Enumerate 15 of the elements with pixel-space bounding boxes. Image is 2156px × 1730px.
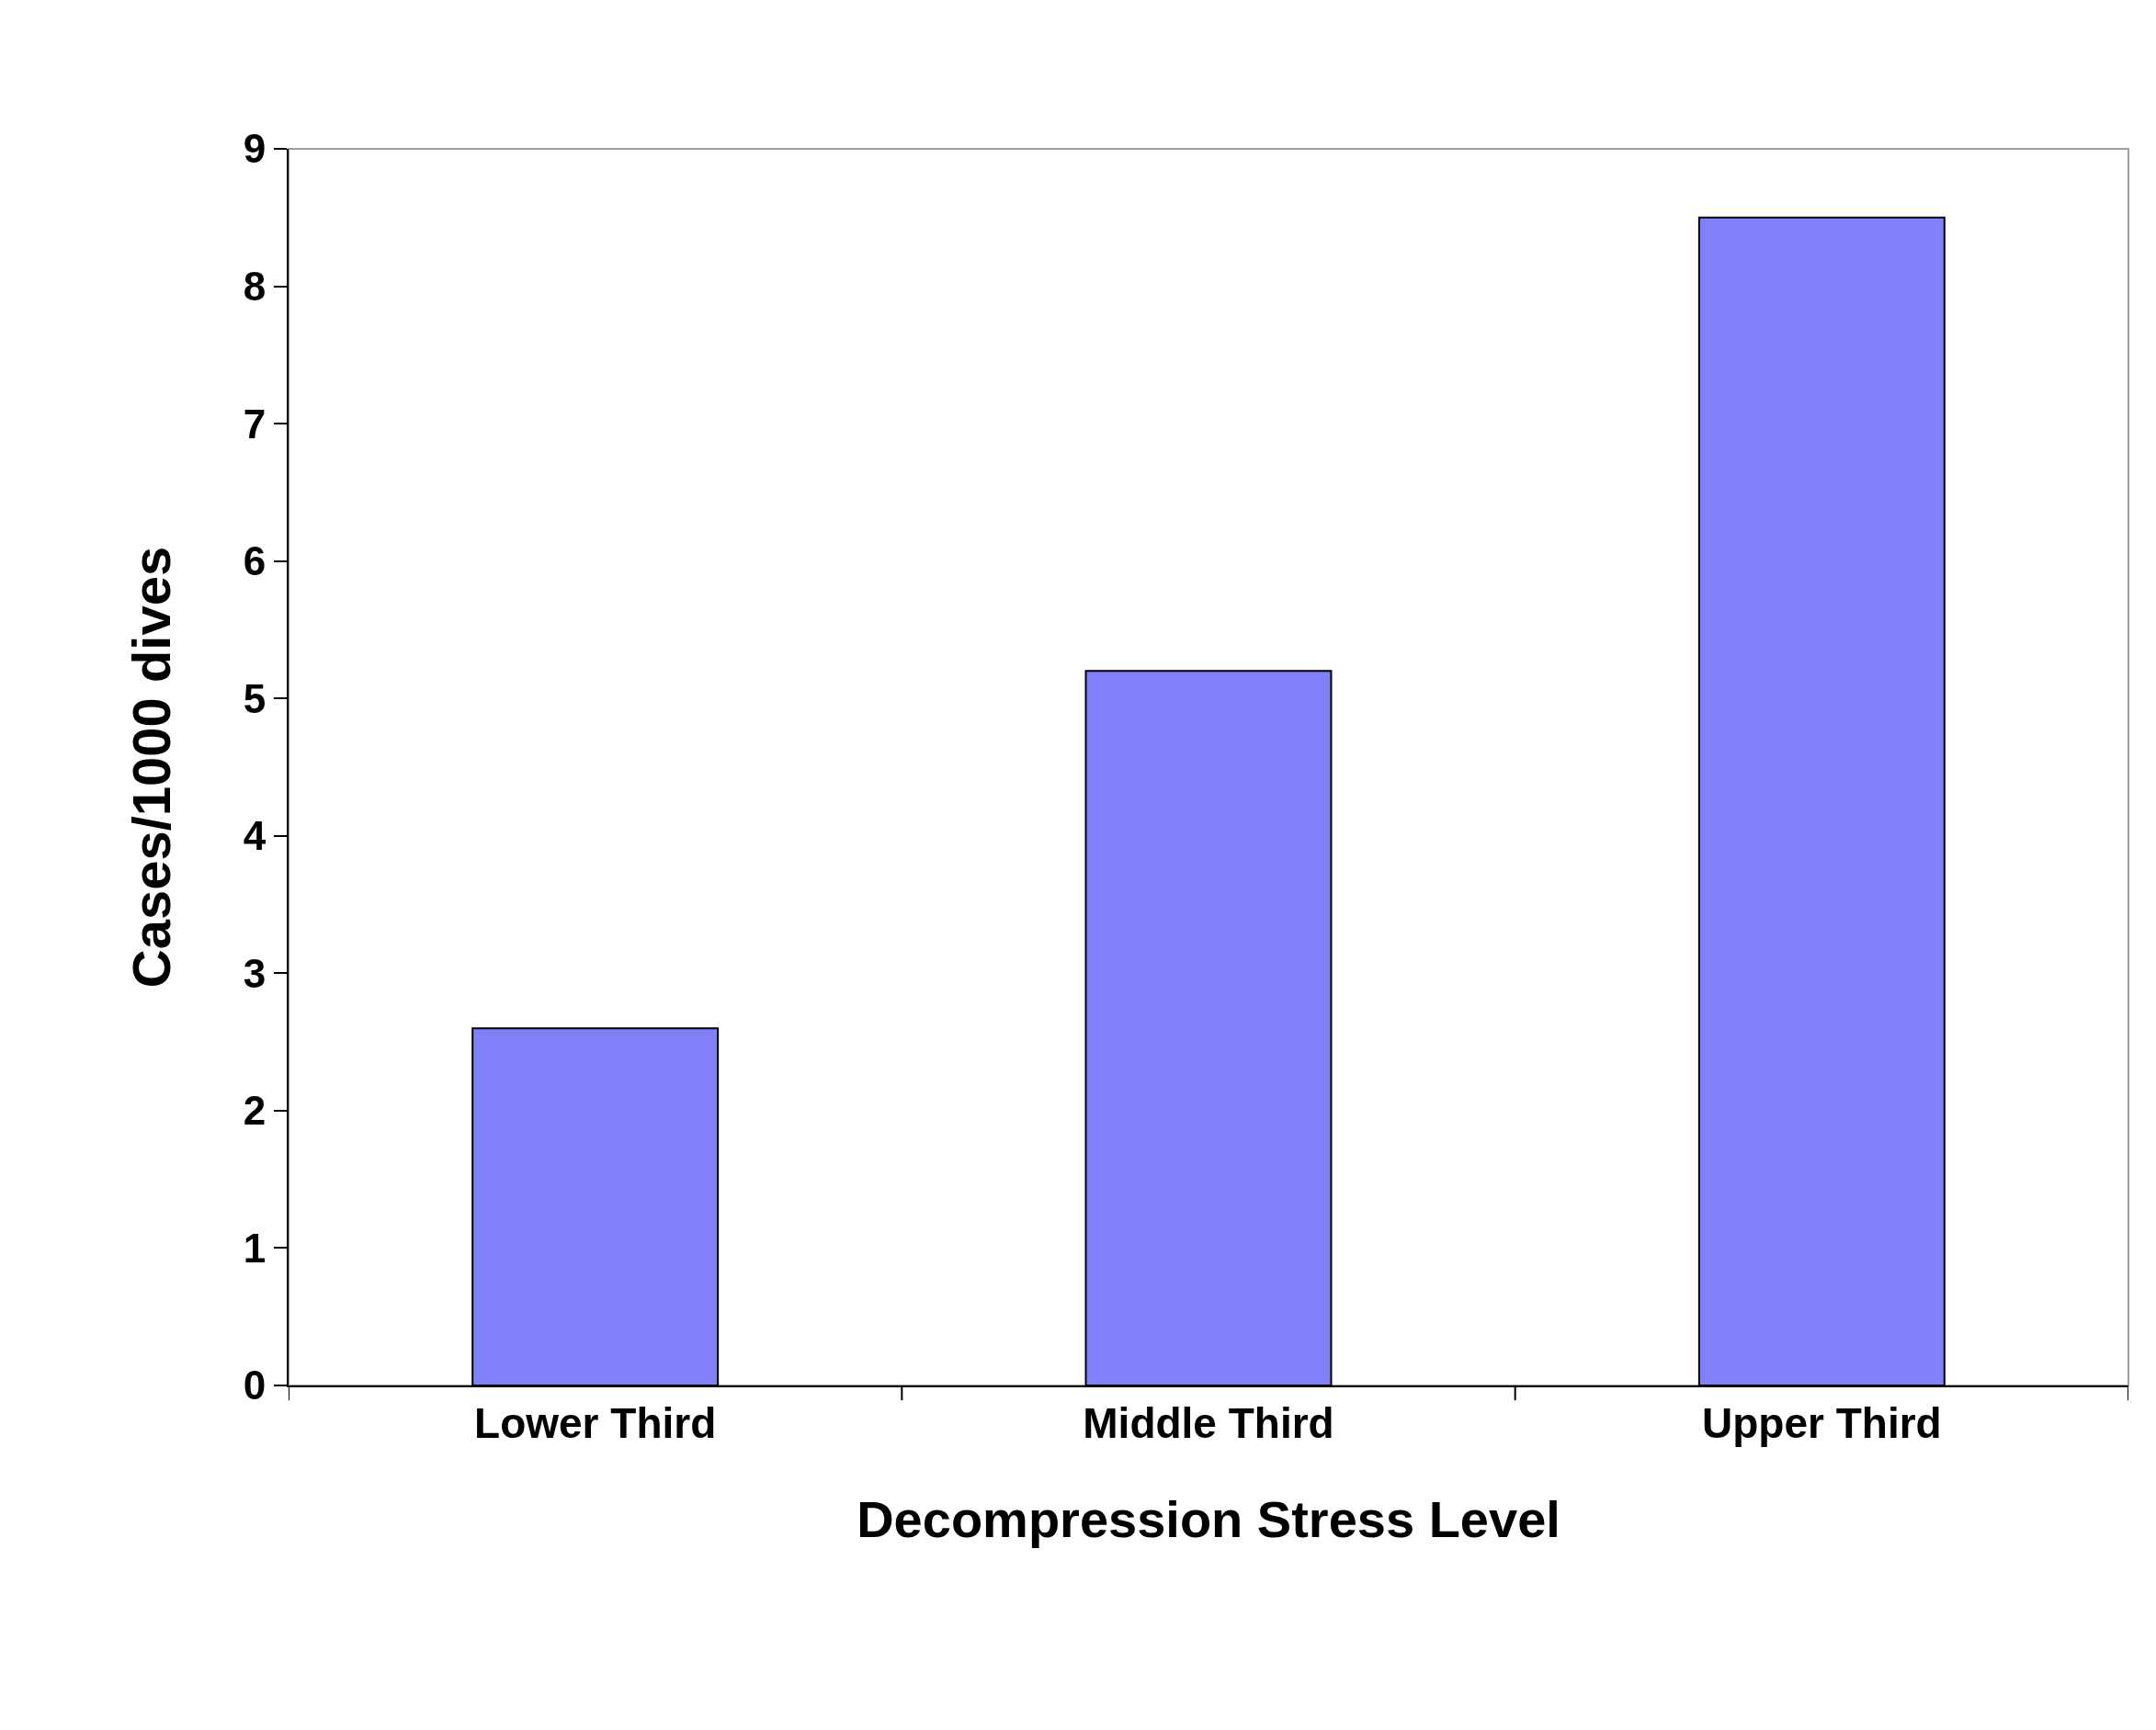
y-tick-label: 7: [243, 401, 267, 447]
y-tick-label: 2: [243, 1088, 267, 1134]
x-axis-title: Decompression Stress Level: [857, 1490, 1560, 1549]
y-axis-title: Cases/1000 dives: [121, 546, 182, 989]
y-tick-label: 3: [243, 950, 267, 996]
x-tick-label: Lower Third: [474, 1399, 717, 1448]
y-tick-label: 1: [243, 1225, 267, 1271]
x-tick-label: Upper Third: [1701, 1399, 1942, 1448]
y-tick-label: 6: [243, 538, 267, 584]
y-tick-label: 5: [243, 675, 267, 721]
y-tick-label: 8: [243, 263, 267, 309]
y-tick-label: 0: [243, 1363, 267, 1408]
y-tick-label: 9: [243, 126, 267, 172]
x-tick-label: Middle Third: [1083, 1399, 1334, 1448]
y-tick-label: 4: [243, 813, 267, 859]
